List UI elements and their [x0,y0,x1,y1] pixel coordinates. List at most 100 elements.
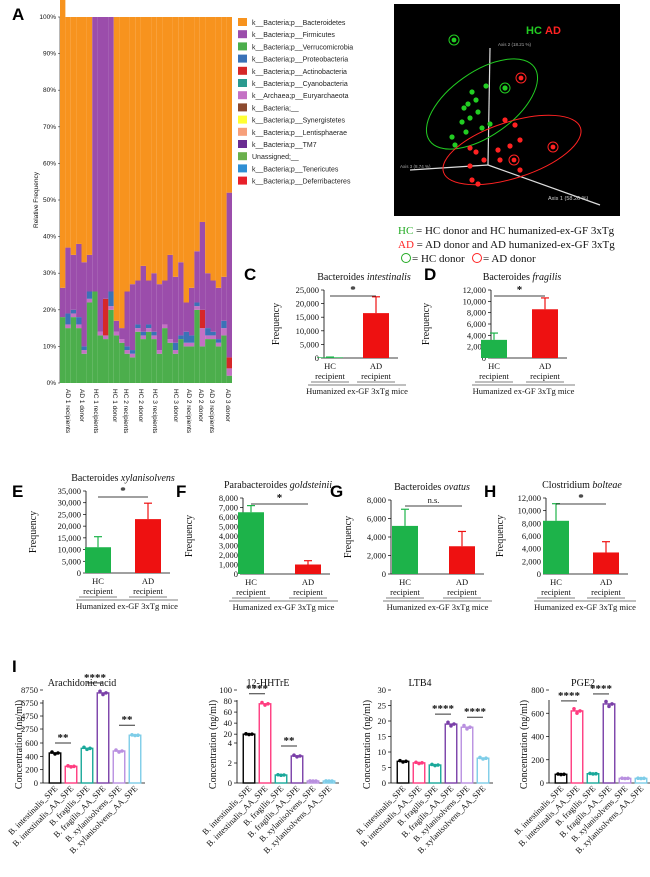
a-stack-segment [162,328,168,383]
y-tick-label: 12,000 [463,285,486,295]
a-stack-segment [76,17,82,244]
bar [290,755,304,784]
a-group-label: HC 1 donor [111,389,118,423]
y-tick-label: 5 [382,763,386,773]
significance-marker: **** [432,703,455,715]
replicate-point [266,702,270,706]
y-tick-label: 20 [378,716,387,726]
a-stack-segment [189,342,195,347]
replicate-point [85,747,89,752]
a-stack-segment [221,320,227,329]
replicate-point [53,752,57,756]
category-label: HC [399,577,411,587]
a-stack-segment [162,280,168,325]
a-stack-segment [199,328,206,347]
hc-sample-point [479,125,485,131]
hc-sample-point [487,121,493,127]
significance-marker: * [277,492,283,504]
a-stack-segment [146,280,152,325]
a-stack-segment [86,291,93,299]
replicate-point [433,763,437,768]
panel-f-bar-chart: Parabacteroides goldsteinii 01,0002,0003,… [184,480,338,612]
a-stack-segment [194,17,200,252]
replicate-point [481,757,485,761]
y-tick-label: 100 [219,685,232,695]
a-legend-entry: k__Bacteria;p__Tenericutes [252,166,339,173]
y-tick-label: 2,000 [367,551,386,561]
a-stack-segment [86,298,93,303]
a-stack-segment [103,298,109,336]
category-label: HC [324,361,336,371]
y-tick-label: 0 [234,569,238,579]
a-stack-segment [146,331,152,383]
a-stack-segment [156,284,163,351]
replicate-point [117,750,121,754]
replicate-point [452,722,456,726]
ad-donor-ring [508,154,520,166]
significance-marker: ** [122,714,134,726]
hc-donor-ring [448,34,460,46]
a-stack-segment [97,335,103,383]
y-tick-label: 2750 [21,724,38,734]
a-stack-segment [189,346,195,383]
significance-marker: ** [284,735,296,747]
a-stack-segment [70,17,77,255]
replicate-point [282,773,286,777]
panel-d-bar-chart: Bacteroides fragilis02,0004,0006,0008,00… [421,272,575,396]
bar [602,703,616,784]
replicate-point [575,711,579,715]
a-stack-segment [151,335,157,340]
y-tick-label: 0 [34,778,38,788]
a-stack-segment [189,17,195,288]
y-tick-label: 5,000 [219,522,238,532]
y-tick-label: 6,000 [467,319,486,329]
category-label: AD [142,576,154,586]
significance-marker: * [578,492,584,504]
caption-ad-line: AD = AD donor and AD humanized-ex-GF 3xT… [398,239,615,251]
a-stack-segment [124,350,130,354]
a-stack-segment [178,17,184,263]
replicate-point [114,748,118,752]
a-legend-entry: k__Bacteria;__ [252,105,299,112]
bar [238,512,264,574]
significance-marker: **** [464,706,487,718]
a-stack-segment [119,328,125,340]
y-tick-label: 2 [228,758,232,768]
a-stack-segment [129,284,136,351]
a-stack-segment [194,306,200,310]
a-stack-segment [167,17,173,255]
y-axis-label: Frequency [343,516,354,558]
replicate-point [244,732,248,736]
replicate-point [626,776,630,781]
bar [392,525,418,574]
a-stack-segment [135,17,141,281]
replicate-point [324,779,328,783]
category-sublabel: recipient [390,587,420,597]
group-label: Humanized ex-GF 3xTg mice [534,602,636,612]
significance-marker: * [350,284,356,296]
a-stack-segment [92,17,98,292]
replicate-point [82,745,86,750]
a-legend-swatch [238,66,247,75]
a-stack-segment [129,17,136,285]
category-sublabel: recipient [133,586,163,596]
panel-label-f: F [176,482,186,501]
y-tick-label: 4,000 [367,532,386,542]
category-label: AD [539,361,551,371]
bar [135,519,161,573]
pcoa-axis-3-label: Axis 3 (8.74 %) [400,164,431,169]
a-y-tick-label: 40% [43,234,56,241]
panel-h-bar-chart: Clostridium bolteae 0 2,000 4,000 6,000 8,000… [495,480,636,612]
a-stack-segment [194,251,200,303]
a-stack-segment [76,243,82,318]
ad-sample-point [467,145,473,151]
a-stack-segment [162,324,168,329]
a-legend-swatch [238,91,247,100]
y-tick-label: 600 [531,708,544,718]
a-legend-entry: k__Bacteria;p__Verrucomicrobia [252,44,353,51]
a-stack-segment [183,346,189,383]
hc-sample-point [502,85,508,91]
bar [80,747,94,784]
y-tick-label: 5,000 [62,556,81,566]
